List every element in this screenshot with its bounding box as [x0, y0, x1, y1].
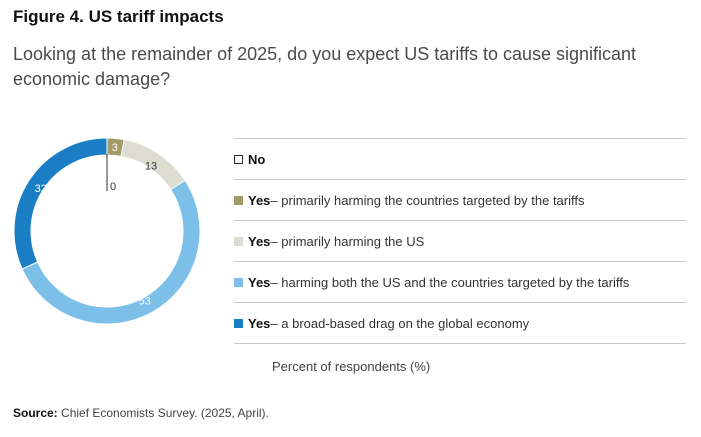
slice-label-yes-global: 32 [35, 183, 47, 195]
source-label: Source: [13, 406, 58, 420]
donut-chart: 0 3 13 53 32 [13, 137, 201, 325]
slice-label-yes-both: 53 [139, 295, 151, 307]
legend-label: – harming both the US and the countries … [270, 274, 630, 290]
legend-item-yes-targeted: Yes – primarily harming the countries ta… [234, 179, 686, 220]
donut-slices [13, 137, 201, 325]
slice-label-yes-us: 13 [145, 160, 157, 172]
legend-swatch [234, 154, 243, 164]
survey-question: Looking at the remainder of 2025, do you… [13, 44, 637, 89]
slice-label-yes-targeted: 3 [112, 142, 118, 154]
source-note: Source: Chief Economists Survey. (2025, … [13, 406, 269, 420]
figure-title: Figure 4. US tariff impacts [13, 7, 224, 26]
legend-label-bold: Yes [248, 274, 271, 290]
legend-label-bold: Yes [248, 192, 271, 208]
legend-item-yes-global: Yes – a broad-based drag on the global e… [234, 302, 686, 344]
legend-swatch [234, 236, 243, 246]
legend-label-bold: Yes [248, 315, 271, 331]
legend-swatch [234, 318, 243, 328]
legend-item-no: No [234, 138, 686, 179]
chart-legend: No Yes – primarily harming the countries… [234, 138, 686, 344]
source-text: Chief Economists Survey. (2025, April). [57, 406, 269, 420]
donut-slice-labels: 0 3 13 53 32 [35, 142, 158, 308]
legend-label: – a broad-based drag on the global econo… [270, 315, 530, 331]
legend-label-bold: No [248, 151, 266, 167]
donut-slice-yes-global [13, 137, 108, 270]
legend-item-yes-us: Yes – primarily harming the US [234, 220, 686, 261]
legend-swatch [234, 277, 243, 287]
legend-item-yes-both: Yes – harming both the US and the countr… [234, 261, 686, 302]
donut-slice-yes-both [21, 179, 201, 325]
legend-label: – primarily harming the countries target… [270, 192, 585, 208]
legend-label-bold: Yes [248, 233, 271, 249]
legend-swatch [234, 195, 243, 205]
legend-label: – primarily harming the US [270, 233, 425, 249]
slice-label-no: 0 [110, 181, 116, 193]
unit-note: Percent of respondents (%) [272, 359, 431, 374]
